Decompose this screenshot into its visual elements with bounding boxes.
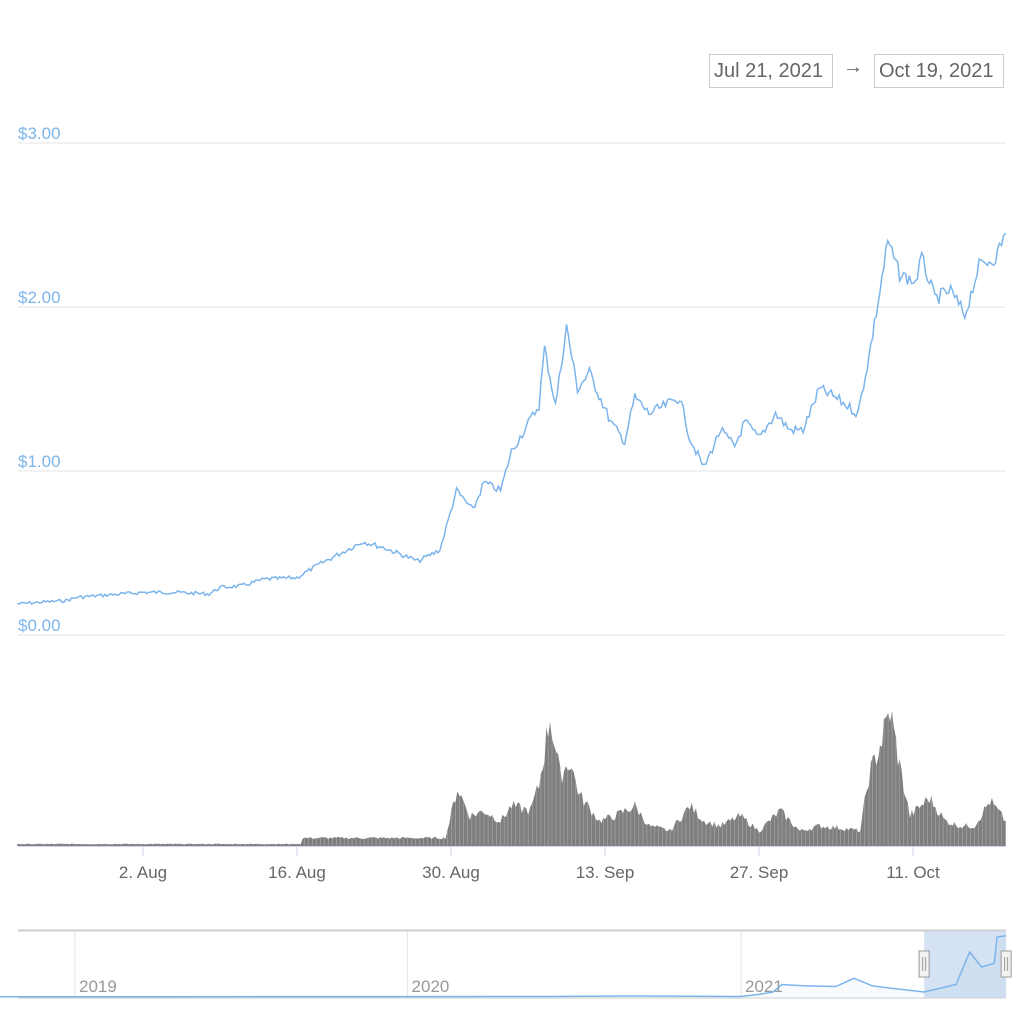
y-tick-label: $1.00 xyxy=(18,452,61,471)
navigator-series-area xyxy=(0,935,1007,997)
x-tick-label: 11. Oct xyxy=(886,863,940,882)
price-series-line xyxy=(17,232,1007,606)
navigator-background xyxy=(18,930,1006,998)
y-tick-label: $0.00 xyxy=(18,616,61,635)
x-tick-label: 16. Aug xyxy=(268,863,326,882)
navigator-year-label: 2019 xyxy=(79,977,117,996)
navigator-left-handle[interactable] xyxy=(918,950,930,978)
navigator-series-line xyxy=(0,935,1007,998)
grip-icon xyxy=(1004,957,1009,971)
x-tick-label: 30. Aug xyxy=(422,863,480,882)
x-tick-label: 2. Aug xyxy=(119,863,167,882)
navigator-right-handle[interactable] xyxy=(1000,950,1012,978)
range-to-input[interactable]: Oct 19, 2021 xyxy=(874,54,1004,88)
grip-icon xyxy=(922,957,927,971)
y-tick-label: $2.00 xyxy=(18,288,61,307)
navigator-year-label: 2020 xyxy=(412,977,450,996)
range-from-input[interactable]: Jul 21, 2021 xyxy=(709,54,833,88)
x-tick-label: 13. Sep xyxy=(576,863,635,882)
range-arrow-icon: → xyxy=(843,56,863,78)
x-tick-label: 27. Sep xyxy=(730,863,789,882)
y-tick-label: $3.00 xyxy=(18,124,61,143)
